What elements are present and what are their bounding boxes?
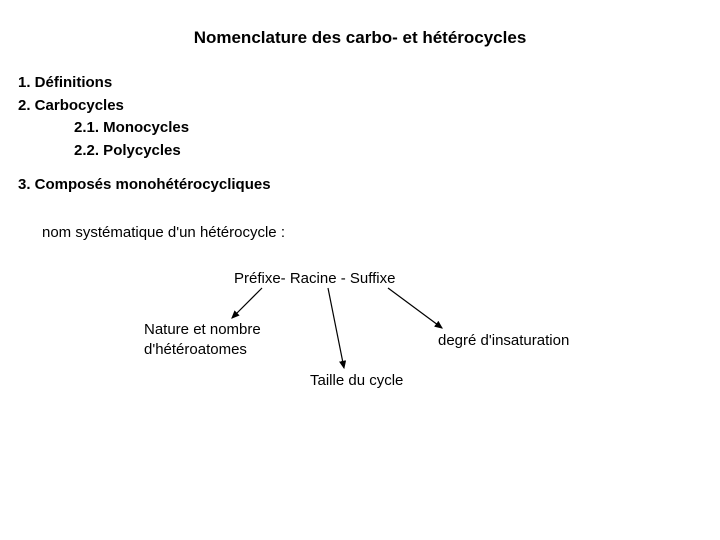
page-title: Nomenclature des carbo- et hétérocycles <box>0 28 720 48</box>
annotation-racine: Taille du cycle <box>310 372 403 389</box>
formula-line: Préfixe- Racine - Suffixe <box>234 270 395 287</box>
annotation-prefix-line2: d'hétéroatomes <box>144 341 247 358</box>
outline-item-3: 3. Composés monohétérocycliques <box>18 176 271 193</box>
outline-item-2-1: 2.1. Monocycles <box>18 117 189 140</box>
annotation-suffix: degré d'insaturation <box>438 332 569 349</box>
annotation-prefix: Nature et nombre d'hétéroatomes <box>144 320 261 359</box>
intro-text: nom systématique d'un hétérocycle : <box>42 224 285 241</box>
annotation-prefix-line1: Nature et nombre <box>144 321 261 338</box>
outline-item-2-2: 2.2. Polycycles <box>18 140 189 163</box>
outline-list: 1. Définitions 2. Carbocycles 2.1. Monoc… <box>18 72 189 162</box>
arrow <box>328 288 344 368</box>
outline-item-1: 1. Définitions <box>18 72 189 95</box>
outline-item-2: 2. Carbocycles <box>18 95 189 118</box>
arrow <box>388 288 442 328</box>
arrow <box>232 288 262 318</box>
slide: Nomenclature des carbo- et hétérocycles … <box>0 0 720 540</box>
